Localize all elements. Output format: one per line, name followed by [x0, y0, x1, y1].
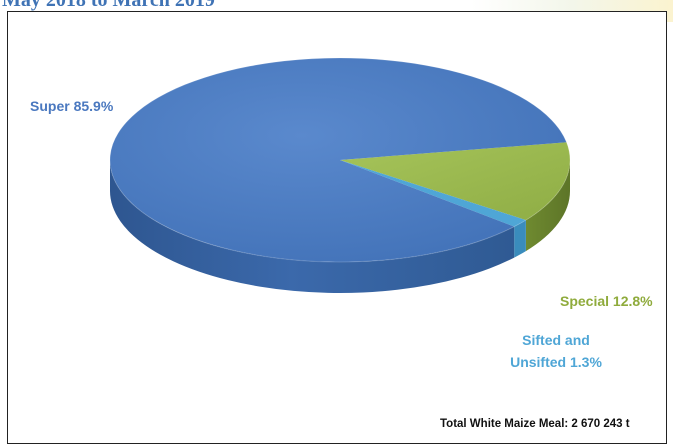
label-sifted-line2: Unsifted 1.3% [510, 354, 602, 370]
total-annotation: Total White Maize Meal: 2 670 243 t [440, 418, 630, 430]
pie-slice-special [340, 142, 570, 221]
label-sifted-line1: Sifted and [522, 332, 590, 348]
pie-slice-sifted-and-unsifted [340, 160, 526, 227]
label-special: Special 12.8% [560, 293, 653, 309]
pie-slice-side [525, 160, 570, 252]
chart-heading: May 2018 to March 2019 [2, 0, 215, 11]
pie-slice-side [110, 160, 515, 293]
pie-rim [109, 57, 571, 263]
pie-slice-side [514, 220, 526, 258]
label-super: Super 85.9% [30, 98, 114, 114]
pie-slice-super [109, 58, 567, 262]
